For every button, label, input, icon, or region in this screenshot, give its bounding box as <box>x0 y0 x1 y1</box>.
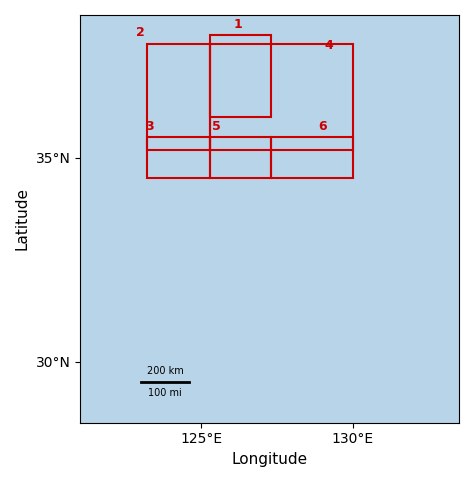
Y-axis label: Latitude: Latitude <box>15 187 30 250</box>
Bar <box>147 43 210 149</box>
X-axis label: Longitude: Longitude <box>231 452 308 467</box>
Text: 2: 2 <box>137 27 145 40</box>
Bar <box>210 35 271 117</box>
Text: 5: 5 <box>212 120 221 133</box>
Bar <box>210 43 353 149</box>
Text: 6: 6 <box>319 120 327 133</box>
Text: 1: 1 <box>233 18 242 31</box>
Bar <box>147 137 210 178</box>
Text: 200 km: 200 km <box>146 366 183 376</box>
Bar <box>210 137 271 178</box>
Text: 3: 3 <box>146 120 154 133</box>
Bar <box>271 137 353 178</box>
Text: 4: 4 <box>324 39 333 52</box>
Text: 100 mi: 100 mi <box>148 388 182 398</box>
